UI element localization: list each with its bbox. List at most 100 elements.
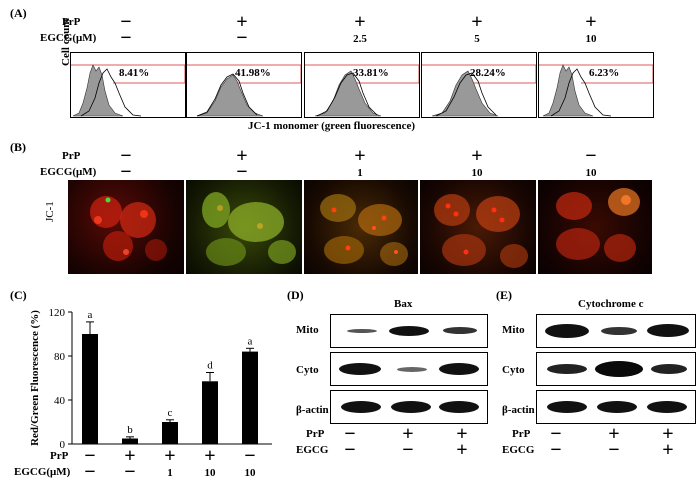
panel-b-prp-5: − — [585, 145, 597, 167]
panel-b-prp-1: − — [120, 145, 132, 167]
chart-c-ylabel: Red/Green Fluorescence (%) — [29, 310, 41, 446]
panel-e-title: Cytochrome c — [578, 298, 644, 310]
panel-d-blot-actin — [330, 390, 488, 424]
panel-a-prp-5: + — [585, 11, 597, 33]
panel-b-row-label: JC-1 — [44, 201, 56, 222]
micrograph-2 — [186, 180, 302, 274]
panel-b-prp-4: + — [471, 145, 483, 167]
panel-a-egcg-5: 10 — [585, 33, 597, 45]
panel-b-egcg-1: − — [120, 161, 132, 183]
panel-b-egcg-label: EGCG(μM) — [40, 166, 97, 178]
panel-c-egcg-5: 10 — [244, 467, 256, 479]
panel-e-blot-cyto — [536, 352, 696, 386]
chart-c-significance-letter: d — [207, 360, 213, 372]
panel-d-row-cyto: Cyto — [296, 364, 319, 376]
panel-c-prp-2: + — [124, 445, 136, 467]
chart-c-significance-letter: c — [168, 407, 173, 419]
panel-e-blot-actin — [536, 390, 696, 424]
panel-e-blot-mito — [536, 314, 696, 348]
panel-c-prp-1: − — [84, 445, 96, 467]
panel-e-egcg-label: EGCG — [502, 444, 535, 456]
panel-c-label: (C) — [10, 288, 27, 302]
panel-a-egcg-1: − — [120, 27, 132, 49]
panel-d-egcg-label: EGCG — [296, 444, 329, 456]
panel-a-egcg-4: 5 — [474, 33, 480, 45]
panel-e-row-mito: Mito — [502, 324, 525, 336]
panel-b-egcg-5: 10 — [585, 167, 597, 179]
histogram-5: 6.23% — [538, 52, 654, 118]
panel-a-egcg-2: − — [236, 27, 248, 49]
panel-b-egcg-4: 10 — [471, 167, 483, 179]
panel-d-row-mito: Mito — [296, 324, 319, 336]
panel-d-blot-cyto — [330, 352, 488, 386]
chart-c-significance-letter: b — [127, 424, 133, 436]
chart-c-ytick-label: 0 — [60, 439, 66, 448]
micrograph-3 — [304, 180, 418, 274]
panel-d-blot-mito — [330, 314, 488, 348]
chart-c-bar — [202, 381, 218, 444]
panel-b-prp-label: PrP — [62, 150, 81, 162]
panel-e-prp-label: PrP — [512, 428, 531, 440]
panel-e-egcg-2: − — [608, 439, 620, 461]
panel-b-prp-3: + — [354, 145, 366, 167]
panel-c-prp-3: + — [164, 445, 176, 467]
histogram-2-percent: 41.98% — [235, 67, 271, 79]
panel-d-prp-3: + — [456, 423, 468, 445]
panel-e-prp-1: − — [550, 423, 562, 445]
panel-a-egcg-label: EGCG(μM) — [40, 32, 97, 44]
panel-b-egcg-3: 1 — [357, 167, 363, 179]
panel-a-prp-1: − — [120, 11, 132, 33]
panel-a-prp-label: PrP — [62, 16, 81, 28]
panel-d-prp-label: PrP — [306, 428, 325, 440]
chart-c-significance-letter: a — [88, 309, 93, 321]
histogram-1: 8.41% — [70, 52, 186, 118]
histogram-4-percent: 28.24% — [470, 67, 506, 79]
chart-c-ytick-label: 120 — [49, 307, 66, 319]
panel-a-prp-4: + — [471, 11, 483, 33]
panel-d-prp-1: − — [344, 423, 356, 445]
micrograph-4 — [420, 180, 536, 274]
panel-a-egcg-3: 2.5 — [353, 33, 367, 45]
panel-d-egcg-3: + — [456, 439, 468, 461]
panel-c-prp-4: + — [204, 445, 216, 467]
panel-e-row-cyto: Cyto — [502, 364, 525, 376]
panel-e-egcg-3: + — [662, 439, 674, 461]
panel-c-egcg-label: EGCG(μM) — [14, 466, 71, 478]
panel-a-prp-2: + — [236, 11, 248, 33]
panel-e-prp-2: + — [608, 423, 620, 445]
panel-d-label: (D) — [287, 288, 304, 302]
panel-a-label: (A) — [10, 6, 27, 20]
panel-d-title: Bax — [394, 298, 413, 310]
chart-c-ytick-label: 40 — [54, 395, 66, 407]
histogram-2: 41.98% — [186, 52, 302, 118]
panel-e-label: (E) — [496, 288, 512, 302]
chart-c-bar — [162, 422, 178, 444]
panel-c-prp-label: PrP — [50, 450, 69, 462]
panel-c-egcg-1: − — [84, 461, 96, 483]
histogram-4: 28.24% — [421, 52, 537, 118]
panel-c-egcg-2: − — [124, 461, 136, 483]
chart-c-bar — [242, 351, 258, 444]
panel-d-egcg-1: − — [344, 439, 356, 461]
histogram-3: 33.81% — [304, 52, 420, 118]
micrograph-5 — [538, 180, 652, 274]
panel-b-prp-2: + — [236, 145, 248, 167]
panel-a-xlabel: JC-1 monomer (green fluorescence) — [248, 120, 416, 132]
chart-c-bar — [122, 438, 138, 444]
panel-e-prp-3: + — [662, 423, 674, 445]
chart-c-bar — [82, 334, 98, 444]
histogram-1-percent: 8.41% — [119, 67, 150, 79]
panel-d-row-actin: β-actin — [296, 404, 329, 416]
panel-b-label: (B) — [10, 140, 26, 154]
panel-c-egcg-3: 1 — [167, 467, 173, 479]
histogram-3-percent: 33.81% — [353, 67, 389, 79]
panel-e-egcg-1: − — [550, 439, 562, 461]
micrograph-1 — [68, 180, 184, 274]
panel-b-egcg-2: − — [236, 161, 248, 183]
bar-chart-c: Red/Green Fluorescence (%) 0 40 80 120 a b c d… — [29, 307, 272, 448]
histogram-5-percent: 6.23% — [589, 67, 620, 79]
panel-d-prp-2: + — [402, 423, 414, 445]
panel-d-egcg-2: − — [402, 439, 414, 461]
panel-e-row-actin: β-actin — [502, 404, 535, 416]
chart-c-ytick-label: 80 — [54, 351, 66, 363]
